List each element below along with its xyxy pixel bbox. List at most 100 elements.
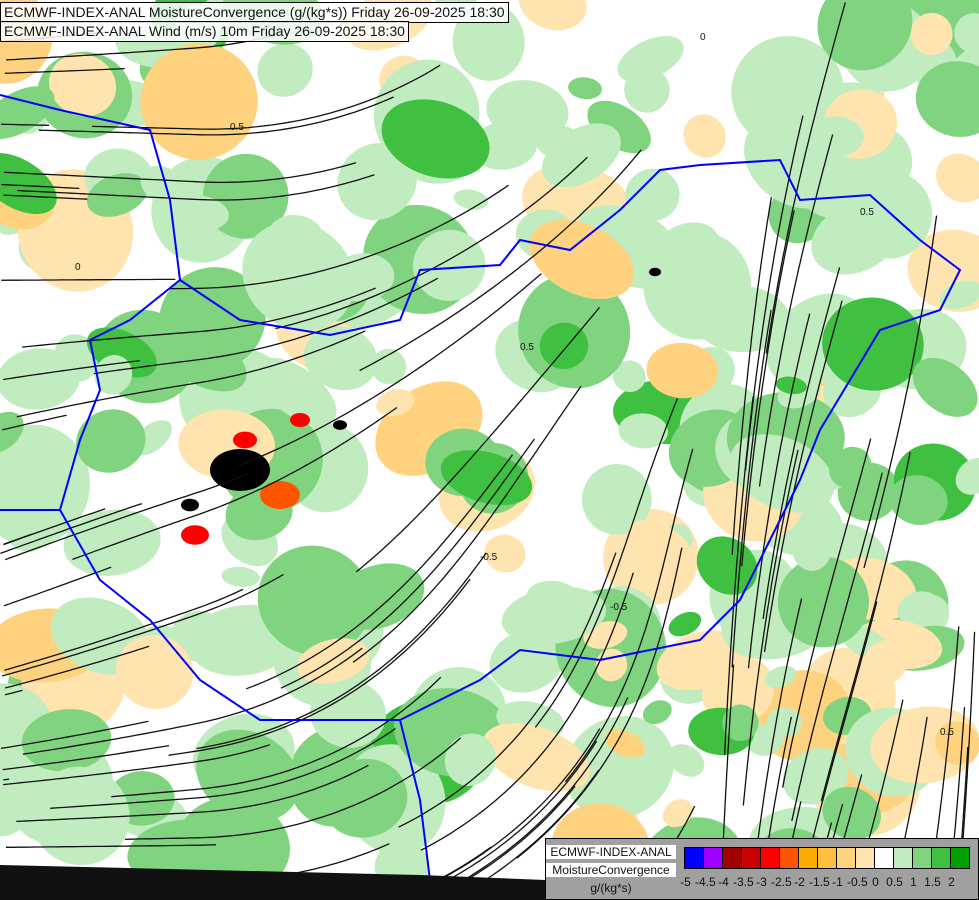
convergence-area — [370, 348, 407, 385]
legend-swatch — [761, 848, 780, 868]
streamline — [782, 438, 872, 788]
streamline — [820, 451, 911, 802]
legend-tick-label: 1.5 — [924, 875, 941, 889]
convergence-area — [662, 799, 693, 828]
streamline — [245, 454, 514, 690]
legend-swatch — [951, 848, 969, 868]
convergence-area — [954, 13, 979, 53]
convergence-area — [955, 457, 979, 495]
streamline — [6, 844, 216, 848]
convergence-area — [767, 707, 802, 737]
legend-tick-label: -4 — [718, 875, 729, 889]
legend-swatch — [837, 848, 856, 868]
contour-label: 0.5 — [940, 727, 954, 738]
convergence-area — [140, 43, 258, 160]
legend-ticks: -5 -4.5 -4 -3.5 -3 -2.5 -2 -1.5 -1 -0.5 0 0.5 1 1.5 2 — [676, 875, 961, 889]
convergence-area — [646, 342, 719, 399]
streamline — [196, 552, 487, 750]
convergence-core — [333, 420, 347, 430]
legend-tick-label: -0.5 — [847, 875, 868, 889]
convergence-area — [30, 766, 130, 866]
convergence-area — [0, 86, 55, 140]
convergence-area — [297, 638, 370, 684]
streamline — [72, 406, 398, 561]
convergence-core — [181, 525, 209, 545]
contour-labels: 0.5 0 0.5 -0.5 0.5 0.5 -0.5 0 — [75, 32, 954, 738]
convergence-area — [628, 520, 691, 564]
convergence-core — [260, 481, 300, 509]
legend-tick-label: -3.5 — [733, 875, 754, 889]
streamline — [168, 578, 471, 756]
convergence-area — [0, 480, 30, 505]
map-edge-mask — [0, 865, 545, 900]
convergence-area — [668, 611, 702, 637]
streamline — [747, 313, 811, 669]
legend-parameter: MoistureConvergence — [546, 863, 676, 877]
legend-model: ECMWF-INDEX-ANAL — [546, 845, 676, 859]
contour-label: 0.5 — [230, 122, 244, 133]
convergence-area — [257, 545, 372, 656]
streamline — [0, 720, 149, 750]
streamline — [398, 552, 617, 828]
streamline — [91, 64, 441, 130]
legend-tick-label: -3 — [756, 875, 767, 889]
streamline — [1, 123, 50, 126]
streamline — [275, 156, 588, 330]
convergence-area — [817, 0, 913, 71]
convergence-area — [376, 389, 415, 417]
contour-label: -0.5 — [480, 552, 498, 563]
convergence-area — [729, 434, 835, 513]
streamline — [449, 740, 598, 880]
legend-swatch — [723, 848, 742, 868]
convergence-area — [486, 80, 569, 142]
legend-tick-label: -5 — [680, 875, 691, 889]
streamline — [359, 149, 642, 372]
streamline — [564, 448, 694, 783]
streamline — [723, 396, 754, 756]
streamline — [420, 572, 634, 851]
convergence-area — [76, 409, 146, 473]
convergence-area — [722, 704, 759, 741]
convergence-area — [444, 733, 496, 786]
streamline — [765, 2, 846, 354]
convergence-area — [489, 629, 565, 693]
convergence-area — [0, 152, 57, 215]
convergence-area — [863, 639, 908, 685]
streamline — [4, 67, 125, 74]
legend-swatch — [932, 848, 951, 868]
convergence-area — [915, 61, 979, 137]
streamline — [791, 472, 883, 822]
legend-swatches — [684, 847, 970, 869]
streamline — [1, 573, 284, 677]
legend-tick-label: -2 — [794, 875, 805, 889]
convergence-area — [822, 297, 924, 391]
legend-swatch — [685, 848, 704, 868]
contour-label: 0 — [700, 32, 706, 43]
streamline — [280, 438, 535, 689]
streamline — [3, 778, 10, 781]
convergence-area — [257, 43, 313, 97]
contour-label: 0 — [75, 262, 81, 273]
convergence-area — [337, 142, 417, 220]
streamline — [959, 631, 976, 878]
convergence-area — [612, 360, 646, 393]
streamline — [863, 215, 938, 569]
convergence-area — [912, 357, 978, 417]
convergence-area — [115, 635, 194, 709]
streamline — [16, 764, 369, 823]
streamline — [352, 385, 582, 663]
convergence-area — [625, 168, 680, 222]
convergence-area — [381, 99, 490, 179]
legend-tick-label: -1.5 — [809, 875, 830, 889]
legend-tick-label: -1 — [832, 875, 843, 889]
country-border — [399, 719, 431, 881]
streamline — [4, 645, 150, 689]
streamline — [4, 472, 249, 561]
convergence-area — [140, 165, 187, 205]
streamline — [4, 689, 23, 696]
streamline — [4, 588, 244, 671]
legend-swatch — [780, 848, 799, 868]
streamline — [355, 306, 601, 573]
streamline — [3, 533, 32, 545]
